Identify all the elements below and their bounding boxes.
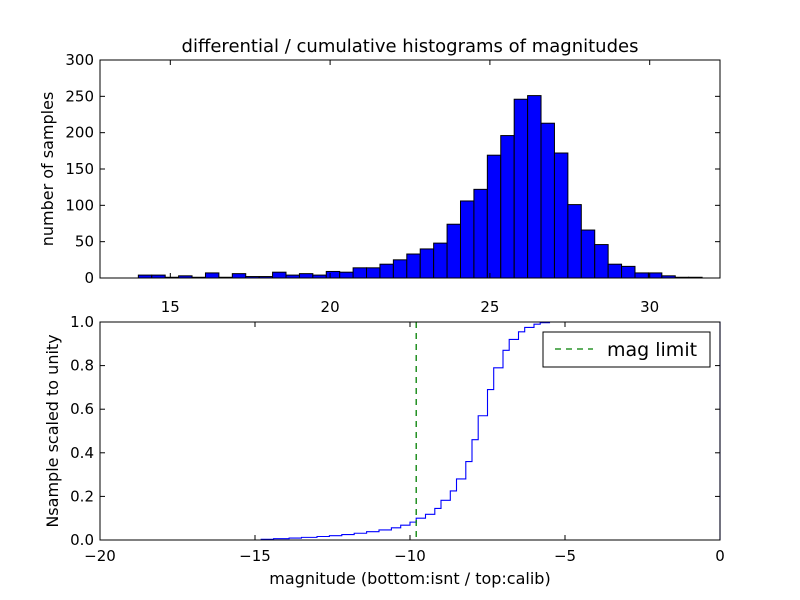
histogram-bar bbox=[647, 272, 663, 279]
bottom-y-tick-label: 0.6 bbox=[70, 400, 94, 418]
bottom-cumulative-plot: 0.0 0.2 0.4 0.6 0.8 1.0 −20 −15 −10 −5 0 Nsample s… bbox=[43, 313, 725, 588]
bottom-x-tick-label: −10 bbox=[394, 547, 426, 565]
top-y-tick-label: 100 bbox=[65, 196, 94, 214]
histogram-bar bbox=[419, 248, 435, 279]
histogram-bar bbox=[204, 272, 220, 279]
histogram-bar bbox=[621, 265, 636, 279]
top-x-tick-label: 25 bbox=[480, 298, 499, 316]
histogram-bar bbox=[339, 271, 354, 279]
histogram-bar bbox=[486, 154, 502, 279]
histogram-bar bbox=[459, 200, 475, 279]
top-y-tick-label: 250 bbox=[65, 87, 94, 105]
histogram-bar bbox=[567, 204, 582, 279]
histogram-bar bbox=[325, 270, 341, 279]
top-y-tick-label: 50 bbox=[75, 233, 94, 251]
bottom-x-axis-label: magnitude (bottom:isnt / top:calib) bbox=[269, 569, 550, 588]
histogram-bar bbox=[594, 244, 609, 279]
histogram-bar bbox=[366, 267, 381, 279]
bottom-x-tick-label: −5 bbox=[554, 547, 576, 565]
histogram-bar bbox=[392, 259, 408, 279]
top-y-tick-label: 300 bbox=[65, 51, 94, 69]
bottom-y-tick-label: 0.4 bbox=[70, 444, 94, 462]
bottom-y-tick-label: 0.8 bbox=[70, 357, 94, 375]
bottom-x-tick-label: −20 bbox=[84, 547, 116, 565]
histogram-bar bbox=[553, 152, 569, 279]
top-y-tick-label: 0 bbox=[84, 269, 94, 287]
bottom-lines-group bbox=[124, 321, 721, 541]
top-y-tick-label: 200 bbox=[65, 124, 94, 142]
histogram-bar bbox=[540, 122, 555, 279]
histogram-bar bbox=[272, 271, 287, 279]
histogram-bar bbox=[607, 263, 623, 279]
bottom-x-tick-label: 0 bbox=[715, 547, 725, 565]
bottom-x-tick-label: −15 bbox=[239, 547, 271, 565]
bottom-y-tick-label: 1.0 bbox=[70, 313, 94, 331]
top-ticks-group: 0 50 100 150 200 250 300 15 20 25 30 bbox=[65, 51, 720, 316]
top-x-tick-label: 15 bbox=[161, 298, 180, 316]
histogram-bar bbox=[298, 273, 314, 279]
histogram-bar bbox=[446, 223, 461, 279]
histogram-bar bbox=[527, 95, 542, 279]
histogram-bar bbox=[500, 135, 515, 279]
legend-label-mag-limit: mag limit bbox=[607, 339, 697, 361]
histogram-bar bbox=[473, 188, 488, 279]
histogram-bar bbox=[634, 272, 649, 279]
histogram-bar bbox=[379, 263, 394, 279]
histogram-bar bbox=[513, 98, 529, 279]
histogram-bar bbox=[580, 229, 596, 279]
bottom-y-tick-label: 0.2 bbox=[70, 487, 94, 505]
bottom-y-tick-label: 0.0 bbox=[70, 531, 94, 549]
histogram-bar bbox=[231, 273, 247, 279]
top-plot-area bbox=[100, 60, 720, 278]
top-x-tick-label: 30 bbox=[640, 298, 659, 316]
bottom-y-axis-label: Nsample scaled to unity bbox=[43, 334, 62, 527]
top-y-axis-label: number of samples bbox=[38, 92, 57, 247]
histogram-bar bbox=[352, 267, 368, 279]
histogram-bar bbox=[433, 242, 448, 279]
legend: mag limit bbox=[542, 331, 711, 368]
top-x-tick-label: 20 bbox=[321, 298, 340, 316]
bottom-ticks-group: 0.0 0.2 0.4 0.6 0.8 1.0 −20 −15 −10 −5 0 bbox=[70, 313, 725, 565]
cumulative-step-line bbox=[124, 321, 721, 541]
top-y-tick-label: 150 bbox=[65, 160, 94, 178]
top-histogram-plot: 0 50 100 150 200 250 300 15 20 25 30 number of sam… bbox=[38, 51, 721, 316]
chart-title: differential / cumulative histograms of … bbox=[182, 36, 639, 57]
histogram-bar bbox=[406, 253, 421, 279]
